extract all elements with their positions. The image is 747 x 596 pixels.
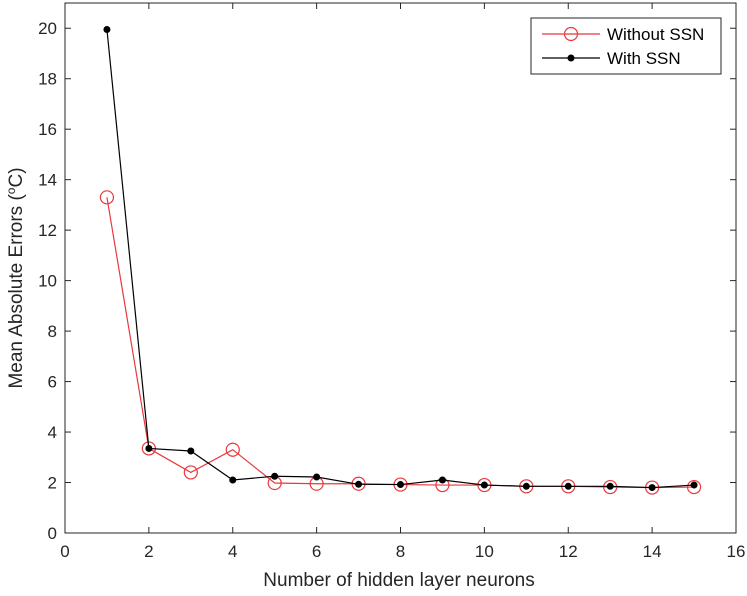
legend-box (530, 17, 722, 75)
y-tick-label: 12 (38, 221, 57, 240)
data-point-with-ssn (480, 481, 488, 489)
x-tick-label: 14 (643, 542, 662, 561)
y-tick-label: 6 (48, 373, 57, 392)
x-tick-label: 2 (144, 542, 153, 561)
data-point-without-ssn (225, 442, 240, 457)
data-point-with-ssn (648, 484, 656, 492)
data-point-with-ssn (313, 473, 321, 481)
data-point-with-ssn (271, 472, 279, 480)
axes: 0 2 4 6 8 10 12 14 16 0 2 4 6 8 10 12 14 16 18 20 (38, 2, 746, 561)
data-point-without-ssn (686, 479, 702, 495)
y-axis-label-main: Mean Absolute Errors ( (6, 194, 27, 389)
series-line-without-ssn (106, 197, 695, 489)
data-point-with-ssn (606, 482, 614, 490)
legend-marker-with-ssn (567, 54, 575, 62)
y-tick-label: 0 (48, 524, 57, 543)
data-point-without-ssn (183, 465, 198, 480)
x-tick-label: 12 (559, 542, 578, 561)
x-axis-label: Number of hidden layer neurons (263, 570, 534, 591)
x-tick-label: 0 (60, 542, 69, 561)
x-tick-label: 4 (228, 542, 237, 561)
legend: Without SSN With SSN (530, 17, 722, 75)
data-point-with-ssn (103, 26, 111, 33)
data-point-with-ssn (355, 480, 363, 488)
data-point-with-ssn (397, 481, 404, 489)
x-tick-label: 16 (727, 542, 746, 561)
series-with-ssn (103, 26, 698, 492)
y-tick-label: 20 (38, 19, 57, 38)
legend-marker-without-ssn (563, 26, 579, 42)
plot-area-frame (64, 2, 737, 534)
data-point-with-ssn (522, 482, 530, 490)
y-tick-label: 8 (48, 322, 57, 341)
y-tick-label: 10 (38, 272, 57, 291)
y-tick-label: 18 (38, 70, 57, 89)
y-axis-label-unit: C) (6, 167, 27, 187)
data-point-with-ssn (145, 444, 153, 452)
series-line-with-ssn (106, 29, 695, 489)
x-tick-label: 6 (312, 542, 321, 561)
y-tick-label: 14 (38, 171, 57, 190)
series-layer (99, 26, 702, 495)
data-point-with-ssn (690, 481, 698, 489)
x-tick-label: 8 (396, 542, 405, 561)
data-point-with-ssn (229, 476, 237, 484)
y-axis-label: Mean Absolute Errors (oC) (4, 167, 27, 388)
y-axis-label-superscript: o (4, 187, 18, 194)
data-point-without-ssn (99, 190, 115, 205)
y-tick-label: 16 (38, 120, 57, 139)
y-tick-label: 2 (48, 474, 57, 493)
data-point-with-ssn (187, 447, 195, 455)
y-tick-label: 4 (48, 423, 57, 442)
data-point-with-ssn (564, 482, 572, 490)
x-tick-label: 10 (475, 542, 494, 561)
legend-label-without-ssn: Without SSN (607, 25, 704, 44)
data-point-with-ssn (438, 476, 446, 484)
legend-label-with-ssn: With SSN (607, 49, 681, 68)
